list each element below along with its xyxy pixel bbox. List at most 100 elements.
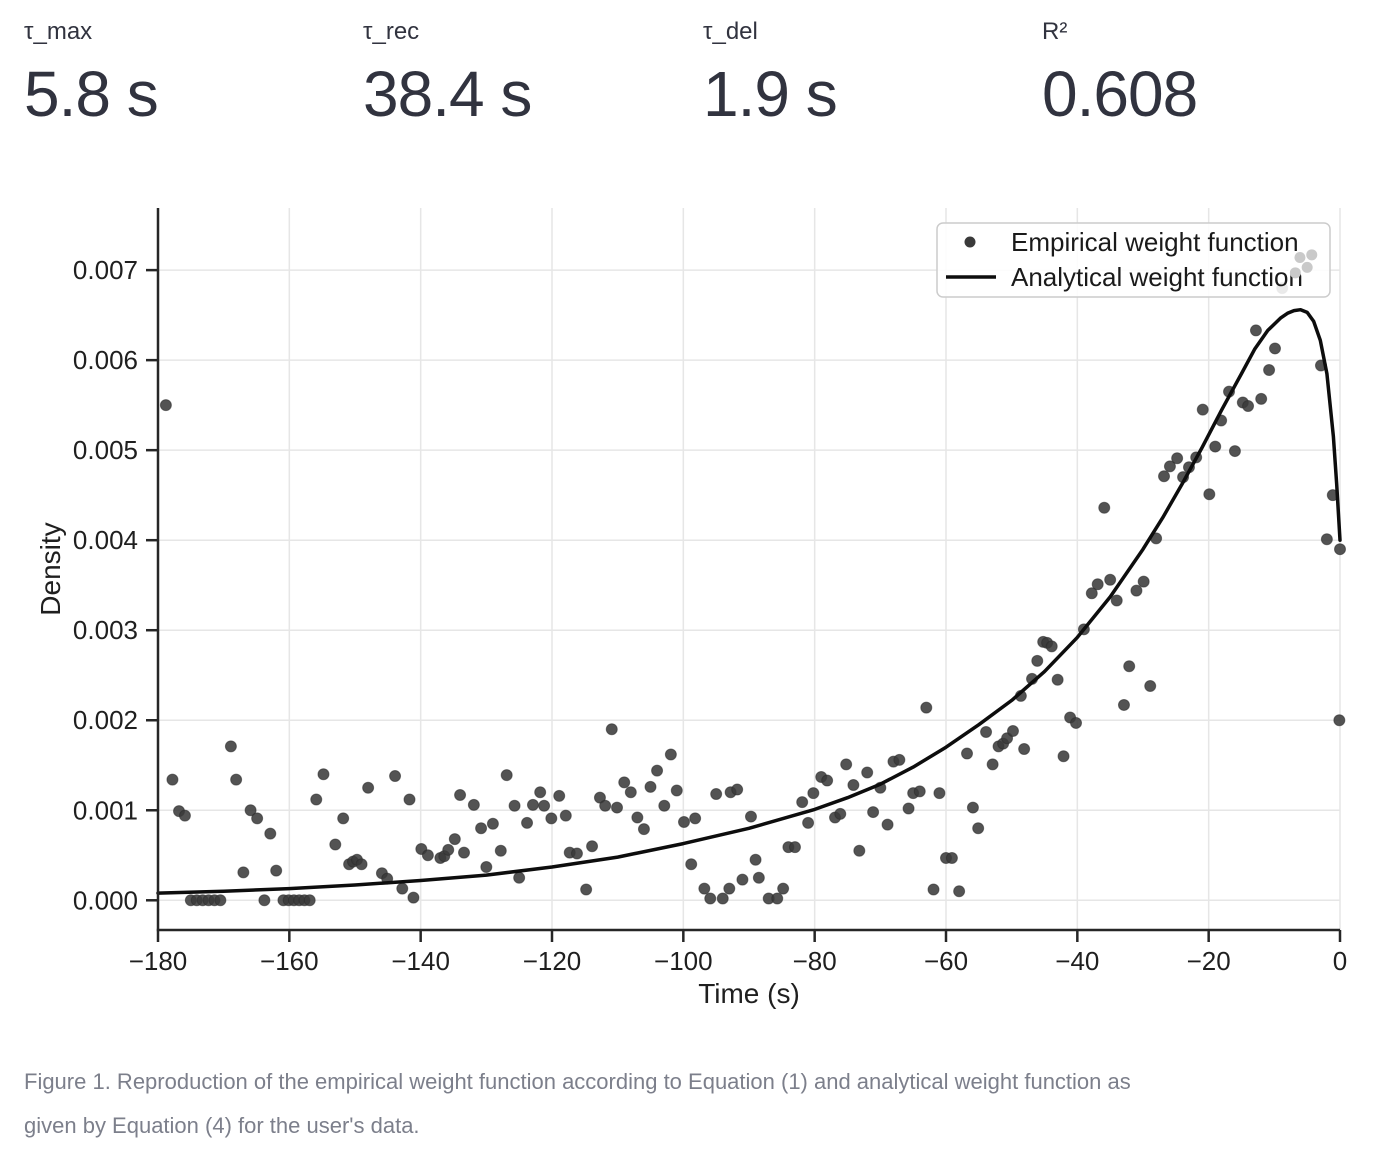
legend-box [936, 222, 1331, 298]
scatter-point [664, 748, 677, 761]
empirical-scatter-series [159, 282, 1346, 907]
scatter-point [159, 399, 172, 412]
scatter-point [1228, 445, 1241, 458]
scatter-point [586, 840, 599, 853]
scatter-point [802, 816, 815, 829]
scatter-point [526, 798, 539, 811]
scatter-point [704, 892, 717, 905]
scatter-point [500, 769, 513, 782]
x-tick-label: −180 [129, 946, 188, 976]
scatter-point [467, 798, 480, 811]
scatter-point-faded [1301, 261, 1313, 273]
scatter-point [508, 799, 521, 812]
scatter-point [933, 787, 946, 800]
scatter-point [807, 787, 820, 800]
scatter-point [166, 773, 179, 786]
scatter-point [1051, 673, 1064, 686]
x-tick-label: −80 [793, 946, 837, 976]
scatter-point [1334, 543, 1346, 556]
scatter-point [723, 882, 736, 895]
scatter-point [458, 846, 471, 859]
scatter-point [407, 891, 420, 904]
scatter-point [771, 892, 784, 905]
x-tick-label: −140 [391, 946, 450, 976]
scatter-point [178, 809, 191, 822]
scatter-point [224, 740, 237, 753]
scatter-point [1098, 501, 1111, 514]
scatter-point [1085, 587, 1098, 600]
scatter-point [893, 753, 906, 766]
y-tick-label: 0.005 [73, 435, 138, 465]
scatter-point [1130, 584, 1143, 597]
scatter-point [337, 812, 350, 825]
scatter-point [1110, 594, 1123, 607]
legend-label-empirical: Empirical weight function [1011, 227, 1299, 257]
scatter-point [1070, 716, 1083, 729]
x-tick-label: −40 [1055, 946, 1099, 976]
scatter-point [230, 773, 243, 786]
y-tick-label: 0.007 [73, 255, 138, 285]
x-tick-label: −60 [924, 946, 968, 976]
y-tick-label: 0.006 [73, 345, 138, 375]
scatter-point-faded [1294, 252, 1306, 264]
scatter-point [1333, 714, 1346, 727]
scatter-point [788, 841, 801, 854]
scatter-point [853, 844, 866, 857]
metric-tau-del: τ_del 1.9 s [703, 18, 1027, 128]
legend-marker-dot-icon [964, 236, 976, 248]
y-tick-label: 0.001 [73, 795, 138, 825]
scatter-point [867, 806, 880, 819]
scatter-point [624, 786, 637, 799]
scatter-point [1203, 488, 1216, 501]
scatter-point [355, 858, 368, 871]
scatter-point [480, 860, 493, 873]
scatter-point [710, 788, 723, 801]
scatter-point [637, 823, 650, 836]
scatter-point [881, 818, 894, 831]
metric-label: τ_del [703, 18, 758, 45]
metric-value: 1.9 s [703, 57, 838, 130]
y-tick-label: 0.003 [73, 615, 138, 645]
scatter-point [1144, 680, 1157, 693]
scatter-point [403, 793, 416, 806]
scatter-point [670, 784, 683, 797]
scatter-point [777, 882, 790, 895]
scatter-point [966, 801, 979, 814]
scatter-point [538, 799, 551, 812]
x-tick-label: −160 [260, 946, 319, 976]
scatter-point-faded [1289, 267, 1301, 279]
scatter-point [1045, 640, 1058, 653]
scatter-point [685, 858, 698, 871]
scatter-point [1268, 342, 1281, 355]
scatter-point [861, 766, 874, 779]
figure-caption-line1: Figure 1. Reproduction of the empirical … [24, 1069, 1131, 1094]
scatter-point [244, 804, 257, 817]
scatter-point [421, 849, 434, 862]
y-tick-label: 0.004 [73, 525, 138, 555]
scatter-point [1196, 403, 1209, 416]
x-tick-label: 0 [1333, 946, 1347, 976]
scatter-point [611, 801, 624, 814]
scatter-point [1320, 533, 1333, 546]
scatter-point [1171, 452, 1184, 465]
scatter-point [570, 847, 583, 860]
figure-caption-line2: given by Equation (4) for the user's dat… [24, 1113, 420, 1138]
scatter-point [618, 776, 631, 789]
scatter-point [454, 788, 467, 801]
scatter-point [303, 894, 316, 907]
scatter-point [945, 851, 958, 864]
scatter-point [1123, 660, 1136, 673]
scatter-point [902, 802, 915, 815]
y-tick-label: 0.000 [73, 885, 138, 915]
scatter-point [1091, 578, 1104, 591]
scatter-point [270, 864, 283, 877]
scatter-point [396, 882, 409, 895]
scatter-point [1163, 460, 1176, 473]
scatter-point [749, 853, 762, 866]
scatter-point [1104, 573, 1117, 586]
scatter-point [658, 799, 671, 812]
metrics-row: τ_max 5.8 s τ_rec 38.4 s τ_del 1.9 s R² … [0, 0, 1390, 160]
weight-function-chart: −180 −160 −140 −120 −100 −80 −60 −40 −20 0 0.000 0.… [35, 208, 1347, 1009]
scatter-point [545, 812, 558, 825]
metric-label: R² [1042, 18, 1068, 45]
